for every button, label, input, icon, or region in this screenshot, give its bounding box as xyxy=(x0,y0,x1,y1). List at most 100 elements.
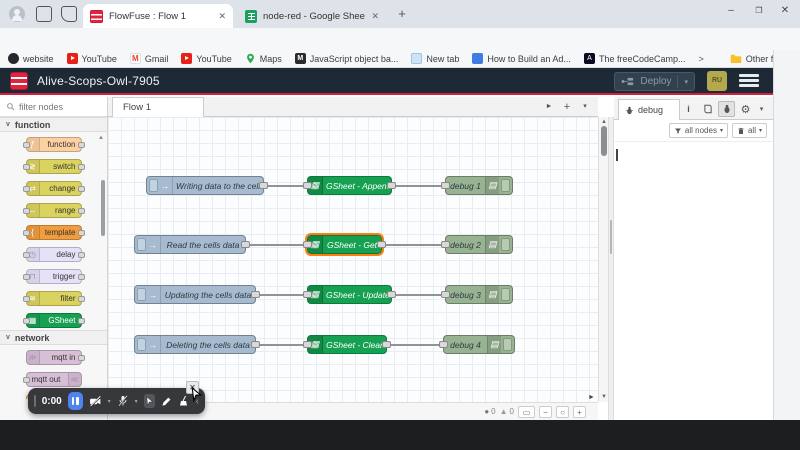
zoom-in-button[interactable]: + xyxy=(573,405,586,418)
zoom-reset-button[interactable]: ○ xyxy=(556,405,569,418)
hscroll-right-arrow-icon[interactable]: ► xyxy=(588,394,595,401)
clear-all-button[interactable]: all ▾ xyxy=(731,123,767,138)
error-count[interactable]: ● 0 xyxy=(484,407,496,416)
gsheet-update-node[interactable]: ▦ GSheet - Update xyxy=(303,285,396,304)
flow-canvas[interactable]: → Writing data to the cells ▦ GSheet - A… xyxy=(108,117,598,402)
tab-actions-icon[interactable] xyxy=(61,6,77,22)
palette-search[interactable] xyxy=(0,97,107,117)
output-port[interactable] xyxy=(251,291,260,298)
filter-nodes-button[interactable]: all nodes ▾ xyxy=(668,123,728,138)
cursor-tool-icon[interactable] xyxy=(143,394,155,408)
window-close-button[interactable]: ✕ xyxy=(780,5,790,16)
palette-node-filter[interactable]: ≋ filter xyxy=(22,291,85,306)
palette-node-change[interactable]: ⇄ change xyxy=(22,181,85,196)
output-port[interactable] xyxy=(387,291,396,298)
window-minimize-button[interactable]: – xyxy=(728,5,734,16)
debug-tab-icon[interactable] xyxy=(718,101,735,117)
canvas-vscrollbar[interactable]: ▲ ▼ xyxy=(598,117,608,402)
debug-toggle-button[interactable] xyxy=(501,179,510,192)
debug-node-3[interactable]: debug 3 ▤ xyxy=(441,285,513,304)
scroll-down-icon[interactable]: ▼ xyxy=(601,394,607,400)
new-tab-button[interactable]: + xyxy=(398,6,406,21)
mic-off-icon[interactable] xyxy=(117,394,129,408)
window-restore-button[interactable]: ❐ xyxy=(755,6,763,15)
gsheet-get-node-selected[interactable]: ▦ GSheet - Get xyxy=(303,233,386,256)
bookmark-youtube-2[interactable]: YouTube xyxy=(181,53,232,64)
input-port[interactable] xyxy=(439,341,448,348)
deploy-caret-icon[interactable]: ▾ xyxy=(684,78,688,86)
tab-close-icon[interactable]: ✕ xyxy=(371,10,379,21)
profile-avatar-icon[interactable] xyxy=(9,6,25,22)
eraser-tool-icon[interactable] xyxy=(178,394,190,408)
input-port[interactable] xyxy=(441,241,450,248)
inject-node-updating[interactable]: → Updating the cells data xyxy=(134,285,260,304)
tab-google-sheets[interactable]: node-red - Google Sheets ✕ xyxy=(238,4,386,28)
pause-button[interactable] xyxy=(67,392,83,410)
palette-node-switch[interactable]: ≷ switch xyxy=(22,159,85,174)
flow-tab-1[interactable]: Flow 1 xyxy=(112,97,204,117)
bookmark-website[interactable]: website xyxy=(8,53,54,64)
palette-node-mqtt-in[interactable]: ≫ mqtt in xyxy=(25,350,85,365)
inject-node-read[interactable]: → Read the cells data xyxy=(134,235,250,254)
bookmark-how-to-build[interactable]: How to Build an Ad... xyxy=(472,53,571,64)
gsheet-clear-node[interactable]: ▦ GSheet - Clear xyxy=(303,335,391,354)
palette-search-input[interactable] xyxy=(19,101,89,112)
tab-close-icon[interactable]: ✕ xyxy=(218,10,226,21)
bookmark-maps[interactable]: Maps xyxy=(245,53,282,64)
flow-list-caret-icon[interactable]: ▾ xyxy=(583,103,587,110)
bookmark-js-object[interactable]: M JavaScript object ba... xyxy=(294,53,398,64)
camera-menu-caret[interactable]: ▾ xyxy=(107,398,111,405)
palette-node-gsheet[interactable]: ▦ GSheet xyxy=(22,313,85,328)
output-port[interactable] xyxy=(259,182,268,189)
debug-toggle-button[interactable] xyxy=(503,338,512,351)
input-port[interactable] xyxy=(441,182,450,189)
bookmarks-overflow-chevron[interactable]: > xyxy=(698,53,704,64)
zoom-out-button[interactable]: − xyxy=(539,405,552,418)
workspaces-icon[interactable] xyxy=(36,6,52,22)
deploy-button[interactable]: Deploy ▾ xyxy=(614,72,695,91)
inject-button[interactable] xyxy=(137,238,146,251)
input-port[interactable] xyxy=(303,182,312,189)
palette-node-function[interactable]: ƒ function xyxy=(22,137,85,152)
warning-count[interactable]: ▲ 0 xyxy=(499,407,514,416)
palette-node-mqtt-out[interactable]: mqtt out ≪ xyxy=(22,372,82,387)
input-port[interactable] xyxy=(441,291,450,298)
inject-button[interactable] xyxy=(137,338,146,351)
info-tab-icon[interactable]: i xyxy=(687,104,690,114)
collapse-toolbar-icon[interactable]: ‹ xyxy=(195,395,199,407)
tab-flowfuse[interactable]: FlowFuse : Flow 1 ✕ xyxy=(83,4,233,28)
input-port[interactable] xyxy=(303,291,312,298)
palette-node-delay[interactable]: ◷ delay xyxy=(22,247,85,262)
output-port[interactable] xyxy=(377,241,386,248)
sidebar-caret-icon[interactable]: ▾ xyxy=(759,106,764,113)
bookmark-youtube[interactable]: YouTube xyxy=(66,53,117,64)
palette-node-template[interactable]: {template xyxy=(22,225,85,240)
scrollbar-thumb[interactable] xyxy=(601,126,607,156)
debug-toggle-button[interactable] xyxy=(501,288,510,301)
debug-node-1[interactable]: debug 1 ▤ xyxy=(441,176,513,195)
input-port[interactable] xyxy=(303,241,312,248)
gsheet-append-node[interactable]: ▦ GSheet - Append xyxy=(303,176,396,195)
palette-category-network[interactable]: v network xyxy=(0,330,107,345)
recorder-toolbar[interactable]: 0:00 ▾ ▾ ‹ xyxy=(28,388,205,414)
palette-category-function[interactable]: v function xyxy=(0,117,107,132)
user-avatar[interactable]: RU xyxy=(707,71,727,91)
inject-node-deleting[interactable]: → Deleting the cells data xyxy=(134,335,260,354)
output-port[interactable] xyxy=(241,241,250,248)
debug-node-4[interactable]: debug 4 ▤ xyxy=(439,335,515,354)
config-gear-icon[interactable]: ⚙ xyxy=(740,103,751,116)
output-port[interactable] xyxy=(387,182,396,189)
palette-node-trigger[interactable]: ⊓ trigger xyxy=(22,269,85,284)
palette-scrollbar-thumb[interactable] xyxy=(101,180,105,236)
inject-button[interactable] xyxy=(137,288,146,301)
tab-scroll-icon[interactable]: ► xyxy=(545,103,553,110)
drag-handle[interactable] xyxy=(34,395,36,407)
input-port[interactable] xyxy=(303,341,312,348)
help-tab-icon[interactable] xyxy=(699,101,716,117)
debug-toggle-button[interactable] xyxy=(501,238,510,251)
palette-node-range[interactable]: ↔ range xyxy=(22,203,85,218)
output-port[interactable] xyxy=(251,341,260,348)
minimap-button[interactable]: ▭ xyxy=(518,405,535,418)
bookmark-new-tab[interactable]: New tab xyxy=(411,53,459,64)
main-menu-icon[interactable] xyxy=(739,74,759,88)
